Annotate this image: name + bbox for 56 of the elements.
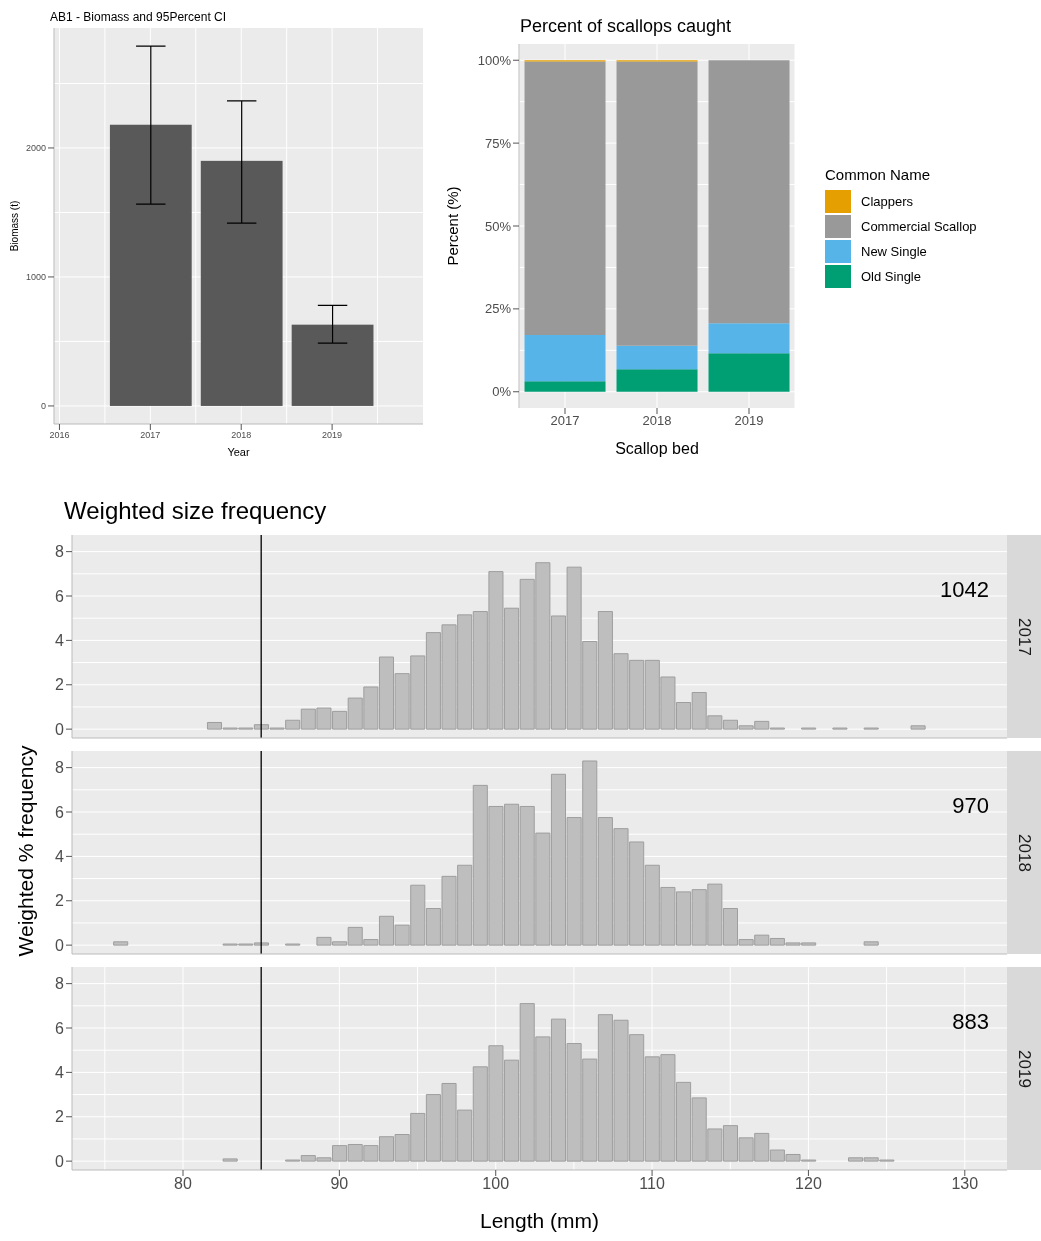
x-tick-label: 2018: [231, 430, 252, 441]
y-tick-label: 2: [55, 892, 65, 910]
y-tick-label: 100%: [477, 52, 512, 68]
y-tick-label: 8: [55, 975, 65, 993]
y-tick-label: 6: [55, 1019, 65, 1037]
x-axis-title: Year: [227, 446, 250, 458]
y-tick-label: 6: [55, 587, 65, 605]
x-tick-label: 120: [795, 1175, 822, 1193]
y-tick-label: 0: [55, 936, 65, 954]
y-axis-title: Biomass (t): [8, 200, 20, 252]
x-tick-label: 2017: [140, 430, 161, 441]
y-tick-label: 75%: [484, 135, 512, 151]
annotation: 1042: [940, 577, 989, 603]
x-axis-title: Length (mm): [479, 1209, 600, 1232]
x-tick-label: 110: [639, 1175, 665, 1193]
x-tick-label: 100: [482, 1175, 510, 1193]
y-tick-label: 0: [55, 720, 65, 738]
y-tick-label: 1000: [25, 272, 46, 283]
annotation: 970: [952, 793, 989, 819]
text: 2018: [1014, 833, 1035, 872]
x-tick-label: 2016: [49, 430, 70, 441]
y-tick-label: 0: [40, 401, 46, 412]
x-axis-title: Scallop bed: [615, 440, 699, 457]
chart-title: AB1 - Biomass and 95Percent CI: [50, 10, 227, 24]
y-tick-label: 6: [55, 803, 65, 821]
y-axis-title: Weighted % frequency: [14, 745, 38, 956]
y-tick-label: 25%: [484, 301, 512, 317]
text: 2017: [1014, 617, 1035, 656]
x-tick-label: 2019: [322, 430, 343, 441]
y-tick-label: 8: [55, 759, 65, 777]
y-tick-label: 0: [55, 1152, 65, 1170]
x-tick-label: 90: [330, 1175, 349, 1193]
chart-title: Weighted size frequency: [64, 497, 327, 525]
y-axis-title: Percent (%): [444, 186, 462, 266]
x-tick-label: 80: [174, 1175, 193, 1193]
text: 2019: [1014, 1049, 1035, 1088]
x-tick-label: 2018: [642, 413, 672, 429]
y-tick-label: 2: [55, 1108, 65, 1126]
legend-title: Common Name: [825, 166, 932, 183]
y-tick-label: 2: [55, 676, 65, 694]
x-tick-label: 130: [951, 1175, 979, 1193]
y-tick-label: 0%: [492, 384, 512, 400]
legend-label: Clappers: [861, 194, 914, 209]
y-tick-label: 8: [55, 543, 65, 561]
annotation: 883: [952, 1009, 989, 1035]
legend-label: New Single: [861, 244, 927, 259]
y-tick-label: 2000: [25, 143, 46, 154]
chart-title: Percent of scallops caught: [520, 16, 732, 37]
legend-label: Commercial Scallop: [861, 219, 977, 234]
y-tick-label: 4: [55, 632, 65, 650]
legend-label: Old Single: [861, 269, 921, 284]
x-tick-label: 2019: [734, 413, 764, 429]
y-tick-label: 4: [55, 1064, 65, 1082]
x-tick-label: 2017: [550, 413, 580, 429]
y-tick-label: 50%: [484, 218, 512, 234]
y-tick-label: 4: [55, 848, 65, 866]
